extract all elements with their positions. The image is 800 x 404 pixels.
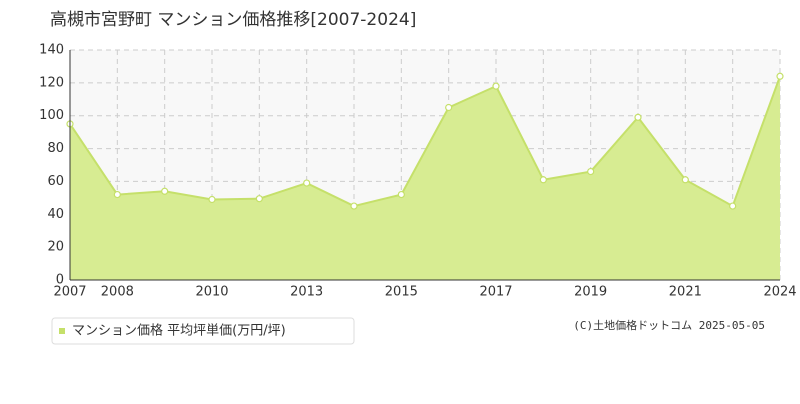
y-tick-label: 120	[39, 75, 64, 90]
point	[492, 82, 500, 90]
point	[539, 176, 547, 184]
point	[729, 202, 737, 210]
area	[70, 76, 780, 281]
x-tick-label: 2013	[290, 285, 323, 300]
x-tick-label: 2019	[574, 285, 607, 300]
legend-label: マンション価格 平均坪単価(万円/坪)	[72, 323, 286, 339]
credit: (C)土地価格ドットコム 2025-05-05	[573, 318, 765, 332]
point	[350, 202, 358, 210]
x-tick-label: 2017	[479, 285, 512, 300]
legend-box	[51, 317, 355, 345]
legend-swatch	[59, 328, 65, 334]
y-tick-label: 20	[47, 240, 64, 255]
x-tick-label: 2024	[763, 285, 796, 300]
x-tick-label: 2008	[101, 285, 134, 300]
y-tick-label: 100	[39, 108, 64, 123]
y-tick-label: 80	[47, 141, 64, 156]
x-tick-label: 2015	[385, 285, 418, 300]
point	[161, 187, 169, 195]
chart-title: 高槻市宮野町 マンション価格推移[2007-2024]	[50, 10, 416, 30]
y-tick-label: 0	[56, 273, 64, 288]
point	[681, 176, 689, 184]
y-tick-label: 60	[47, 174, 64, 189]
point	[397, 190, 405, 199]
point	[634, 113, 642, 121]
legend: マンション価格 平均坪単価(万円/坪)	[51, 317, 355, 345]
x-tick-label: 2010	[195, 285, 228, 300]
point	[208, 195, 216, 204]
y-tick-label: 40	[47, 207, 64, 222]
y-tick-label: 140	[39, 43, 64, 58]
point	[587, 167, 595, 176]
line	[69, 75, 781, 208]
point	[776, 72, 784, 80]
point	[445, 103, 453, 112]
x-tick-label: 2007	[53, 285, 86, 300]
point	[303, 179, 311, 187]
point	[113, 190, 121, 199]
x-tick-label: 2021	[669, 285, 702, 300]
point	[255, 195, 263, 203]
